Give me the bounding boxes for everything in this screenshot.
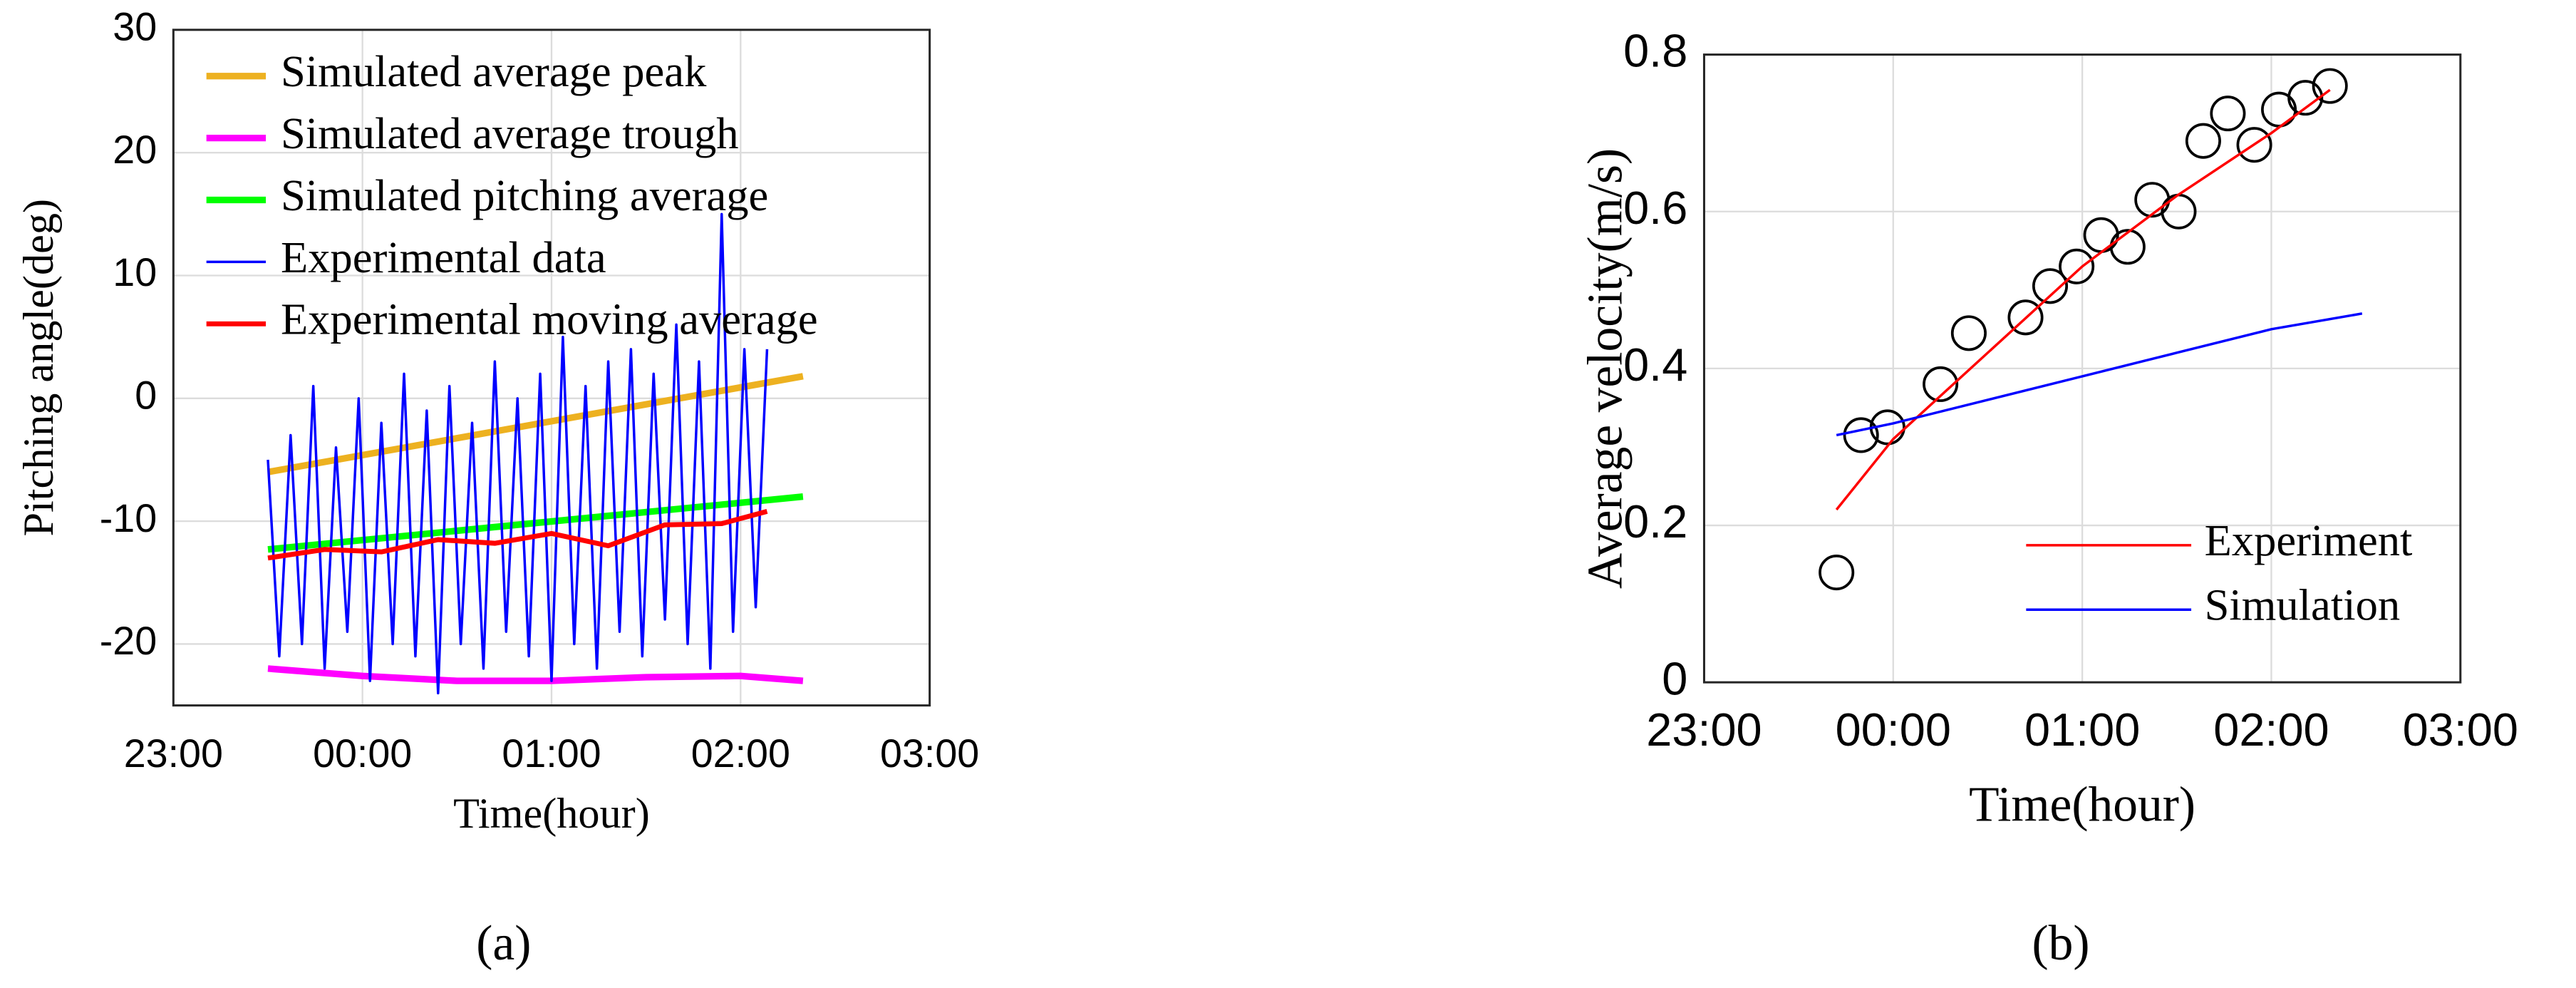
x-tick-label: 23:00	[1646, 704, 1762, 756]
series-group	[1819, 68, 2363, 591]
y-tick-label: 0.4	[1623, 339, 1687, 391]
series-line	[267, 508, 768, 561]
x-tick-label: 00:00	[313, 731, 412, 776]
caption: (a)	[476, 916, 531, 971]
y-tick-label: -10	[100, 496, 157, 540]
data-point	[2287, 80, 2324, 116]
y-tick-label: 10	[113, 250, 157, 294]
y-tick-label: 30	[113, 5, 157, 49]
axes-box	[172, 29, 931, 707]
data-point	[1950, 315, 1987, 351]
data-point	[1819, 555, 1855, 591]
caption: (b)	[2032, 916, 2089, 971]
legend-label: Simulated average trough	[281, 108, 739, 158]
y-tick-label: 0.2	[1623, 495, 1687, 547]
x-tick-label: 01:00	[2024, 704, 2140, 756]
legend-label: Experimental data	[281, 232, 606, 282]
x-tick-label: 03:00	[880, 731, 979, 776]
legend-label: Simulation	[2205, 580, 2401, 630]
data-point	[2007, 299, 2044, 336]
x-axis-label: Time(hour)	[1969, 778, 2195, 833]
y-tick-label: 0.6	[1623, 182, 1687, 234]
y-tick-label: 0.8	[1623, 25, 1687, 77]
y-axis-label: Average velocity(m/s)	[1578, 148, 1633, 589]
x-tick-label: 02:00	[691, 731, 790, 776]
data-point	[2236, 127, 2272, 163]
series-line	[1835, 88, 2331, 511]
data-point	[2109, 229, 2146, 265]
legend-label: Simulated pitching average	[281, 170, 768, 220]
legend-label: Experimental moving average	[281, 294, 818, 344]
series-group	[267, 212, 804, 695]
y-tick-label: -20	[100, 619, 157, 663]
data-point	[2059, 248, 2095, 284]
x-axis-label: Time(hour)	[453, 790, 650, 838]
legend-label: Simulated average peak	[281, 46, 707, 96]
x-tick-label: 01:00	[502, 731, 601, 776]
series-line	[267, 212, 769, 695]
y-axis-label: Pitching angle(deg)	[15, 199, 63, 537]
y-tick-label: 0	[1662, 652, 1687, 704]
data-point	[2032, 268, 2069, 304]
x-tick-label: 00:00	[1836, 704, 1951, 756]
series-line	[1836, 312, 2363, 437]
x-tick-label: 23:00	[124, 731, 223, 776]
data-point	[1843, 417, 1879, 453]
x-tick-label: 02:00	[2213, 704, 2329, 756]
legend-label: Experiment	[2205, 515, 2413, 565]
data-point	[2312, 68, 2348, 104]
y-tick-label: 0	[135, 373, 157, 417]
data-point	[2210, 96, 2246, 132]
data-point	[1923, 366, 1959, 402]
x-tick-label: 03:00	[2403, 704, 2518, 756]
data-point	[2185, 123, 2221, 159]
y-tick-label: 20	[113, 128, 157, 172]
axes-box	[1702, 53, 2462, 684]
